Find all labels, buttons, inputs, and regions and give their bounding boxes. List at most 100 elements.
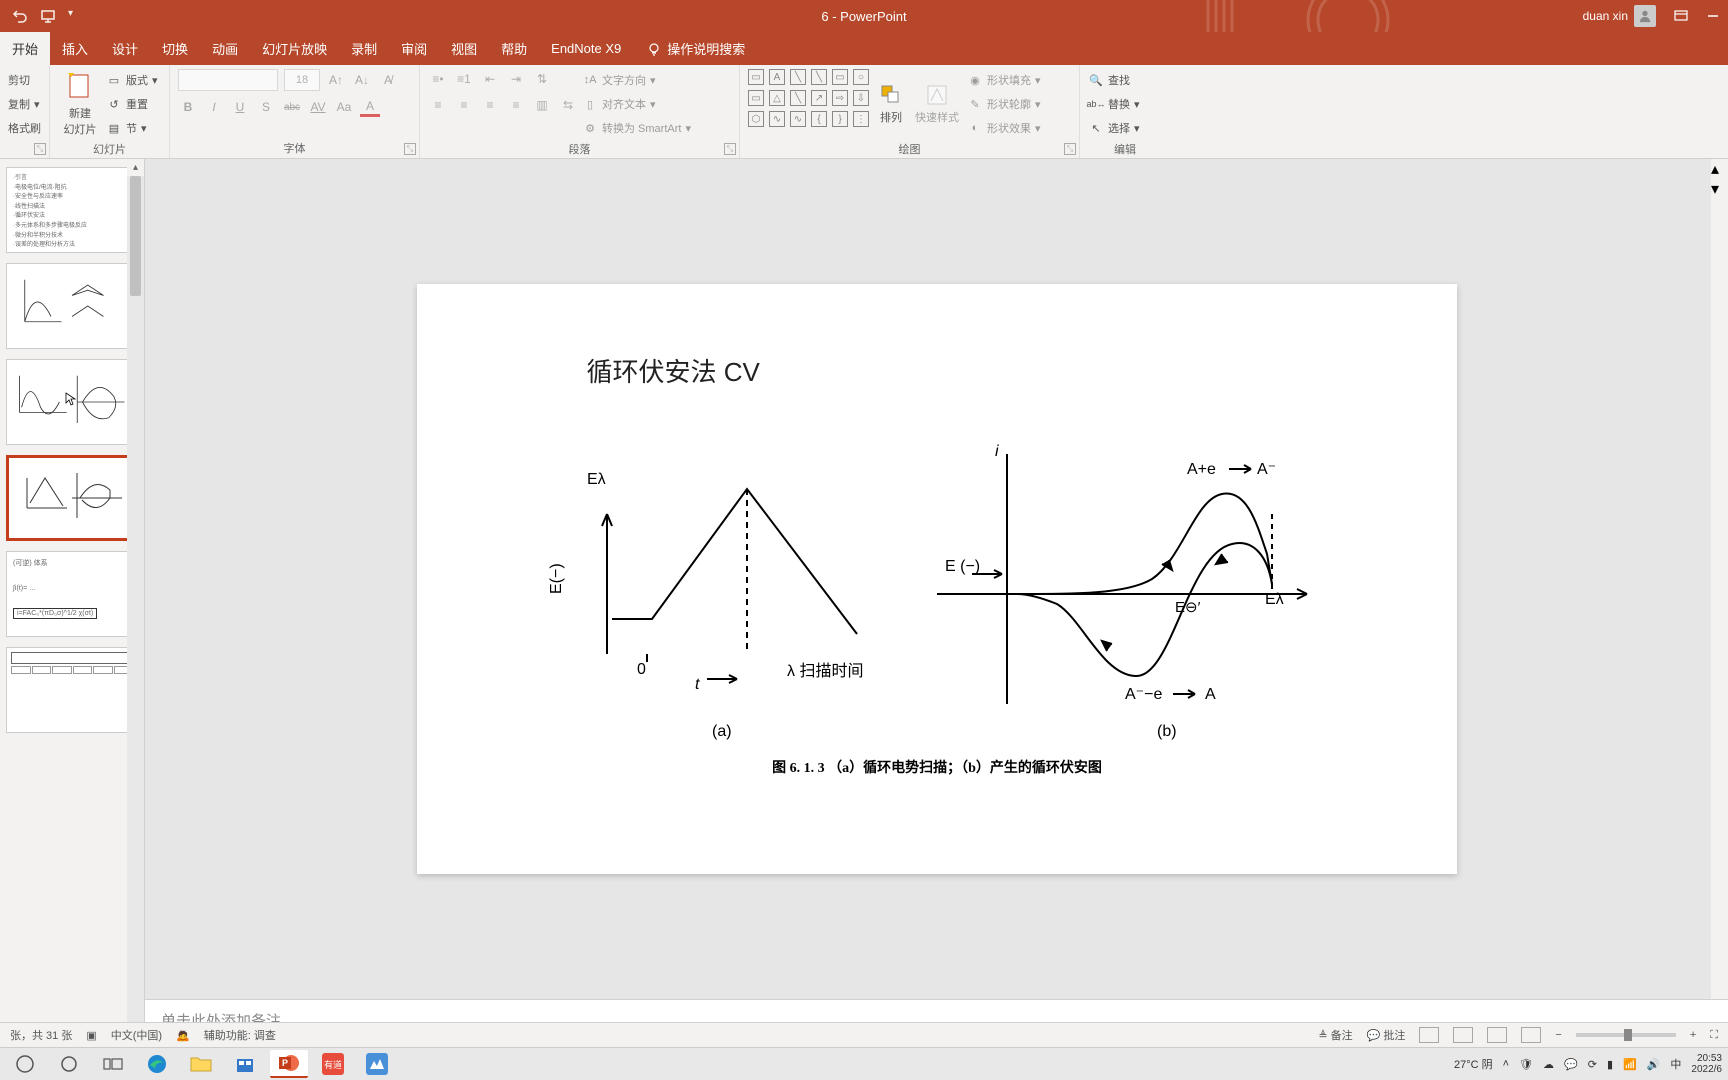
replace-button[interactable]: ab↔替换 ▾ — [1088, 93, 1162, 115]
new-slide-button[interactable]: 新建 幻灯片 — [58, 69, 102, 139]
font-launcher-icon[interactable]: ⤡ — [404, 143, 416, 155]
qat-more-icon[interactable]: ▾ — [68, 8, 84, 24]
weather-widget[interactable]: 27°C 阴 — [1454, 1056, 1493, 1072]
minimize-icon[interactable] — [1706, 9, 1720, 23]
font-name-input[interactable] — [178, 69, 278, 91]
tab-insert[interactable]: 插入 — [50, 32, 100, 65]
youdao-icon[interactable]: 有道 — [314, 1050, 352, 1078]
editor-scrollbar[interactable]: ▴ ▾ — [1711, 159, 1728, 999]
text-direction-button[interactable]: ↕A文字方向 ▾ — [582, 69, 691, 91]
thumbnail-slide[interactable] — [6, 647, 138, 733]
underline-button[interactable]: U — [230, 97, 250, 117]
tab-design[interactable]: 设计 — [100, 32, 150, 65]
thumbnail-slide[interactable]: ·引言·电极电位/电流·阻抗·安全性与反应速率·线性扫描法·循环伏安法·多元体系… — [6, 167, 138, 253]
zoom-in-icon[interactable]: + — [1690, 1029, 1696, 1041]
clock[interactable]: 20:53 2022/6 — [1691, 1053, 1722, 1075]
tab-record[interactable]: 录制 — [339, 32, 389, 65]
increase-font-icon[interactable]: A↑ — [326, 70, 346, 90]
font-color-button[interactable]: A — [360, 97, 380, 117]
tell-me-search[interactable]: 操作说明搜索 — [633, 32, 759, 65]
start-button[interactable] — [6, 1050, 44, 1078]
tray-ime-icon[interactable]: 中 — [1670, 1056, 1681, 1072]
indent-icon[interactable]: ⇥ — [506, 69, 526, 89]
text-dir-icon[interactable]: ⇆ — [558, 95, 578, 115]
powerpoint-icon[interactable]: P — [270, 1050, 308, 1078]
reset-button[interactable]: ↺重置 — [106, 93, 158, 115]
presentation-icon[interactable] — [40, 8, 56, 24]
cortana-icon[interactable] — [50, 1050, 88, 1078]
tray-chevron-icon[interactable]: ˄ — [1503, 1058, 1509, 1070]
tab-animations[interactable]: 动画 — [200, 32, 250, 65]
columns-icon[interactable]: ▥ — [532, 95, 552, 115]
align-right-icon[interactable]: ≡ — [480, 95, 500, 115]
italic-button[interactable]: I — [204, 97, 224, 117]
char-spacing-button[interactable]: AV — [308, 97, 328, 117]
tray-security-icon[interactable]: 🛡 — [1519, 1058, 1533, 1071]
copy-button[interactable]: 复制 ▾ — [8, 93, 41, 115]
clipboard-launcher-icon[interactable]: ⤡ — [34, 143, 46, 155]
format-painter-button[interactable]: 格式刷 — [8, 117, 41, 139]
scroll-down-icon[interactable]: ▾ — [1711, 179, 1728, 199]
tray-meet-icon[interactable]: 💬 — [1564, 1058, 1578, 1071]
scroll-up-icon[interactable]: ▴ — [1711, 159, 1728, 179]
thumbnail-slide-selected[interactable] — [6, 455, 138, 541]
reading-view-icon[interactable] — [1487, 1027, 1507, 1043]
fit-window-icon[interactable]: ⛶ — [1710, 1029, 1718, 1042]
tab-view[interactable]: 视图 — [439, 32, 489, 65]
strike-button[interactable]: abc — [282, 97, 302, 117]
shape-effects-button[interactable]: ◐形状效果 ▾ — [967, 117, 1041, 139]
tab-home[interactable]: 开始 — [0, 32, 50, 65]
comments-toggle[interactable]: 💬 批注 — [1367, 1027, 1406, 1043]
clear-format-icon[interactable]: A̸ — [378, 70, 398, 90]
ribbon-display-icon[interactable] — [1674, 9, 1688, 23]
user-account[interactable]: duan xin — [1583, 5, 1656, 27]
find-button[interactable]: 🔍查找 — [1088, 69, 1162, 91]
tray-volume-icon[interactable]: 🔊 — [1647, 1058, 1661, 1071]
smartart-button[interactable]: ⚙转换为 SmartArt ▾ — [582, 117, 691, 139]
thumbnail-slide[interactable]: (可逆) 体系∫i(t)= …i=FAC₀*(πD₀σ)^1/2 χ(σt) — [6, 551, 138, 637]
shadow-button[interactable]: S — [256, 97, 276, 117]
bullets-icon[interactable]: ≡• — [428, 69, 448, 89]
change-case-button[interactable]: Aa — [334, 97, 354, 117]
cut-button[interactable]: 剪切 — [8, 69, 41, 91]
justify-icon[interactable]: ≡ — [506, 95, 526, 115]
arrange-button[interactable]: 排列 — [875, 69, 907, 139]
line-spacing-icon[interactable]: ⇅ — [532, 69, 552, 89]
font-size-input[interactable] — [284, 69, 320, 91]
notes-toggle[interactable]: ≜ 备注 — [1318, 1027, 1352, 1043]
zoom-slider[interactable] — [1576, 1033, 1676, 1037]
shape-rect-icon[interactable]: ▭ — [748, 69, 764, 85]
language-indicator[interactable]: 中文(中国) — [111, 1027, 162, 1043]
tab-review[interactable]: 审阅 — [389, 32, 439, 65]
shape-outline-button[interactable]: ✎形状轮廓 ▾ — [967, 93, 1041, 115]
align-left-icon[interactable]: ≡ — [428, 95, 448, 115]
accessibility-icon[interactable]: 🙇 — [176, 1029, 190, 1042]
decrease-font-icon[interactable]: A↓ — [352, 70, 372, 90]
select-button[interactable]: ↖选择 ▾ — [1088, 117, 1162, 139]
paragraph-launcher-icon[interactable]: ⤡ — [724, 143, 736, 155]
edge-icon[interactable] — [138, 1050, 176, 1078]
sorter-view-icon[interactable] — [1453, 1027, 1473, 1043]
tray-battery-icon[interactable]: ▮ — [1607, 1058, 1613, 1071]
bold-button[interactable]: B — [178, 97, 198, 117]
tray-wifi-icon[interactable]: 📶 — [1623, 1058, 1637, 1071]
quick-styles-button[interactable]: 快速样式 — [911, 69, 963, 139]
tab-help[interactable]: 帮助 — [489, 32, 539, 65]
thumbnail-slide[interactable] — [6, 359, 138, 445]
zoom-handle[interactable] — [1624, 1029, 1632, 1041]
explorer-icon[interactable] — [182, 1050, 220, 1078]
slide-canvas-area[interactable]: 循环伏安法 CV — [145, 159, 1728, 999]
align-text-button[interactable]: ▯对齐文本 ▾ — [582, 93, 691, 115]
store-icon[interactable] — [226, 1050, 264, 1078]
undo-icon[interactable] — [12, 8, 28, 24]
tab-transitions[interactable]: 切换 — [150, 32, 200, 65]
thumbnail-slide[interactable] — [6, 263, 138, 349]
drawing-launcher-icon[interactable]: ⤡ — [1064, 143, 1076, 155]
thumbnails-scrollbar[interactable]: ▴ ▾ — [127, 159, 144, 1047]
spellcheck-icon[interactable]: ▣ — [86, 1029, 96, 1042]
shape-text-icon[interactable]: A — [769, 69, 785, 85]
align-center-icon[interactable]: ≡ — [454, 95, 474, 115]
scroll-track[interactable] — [127, 176, 144, 1030]
task-view-icon[interactable] — [94, 1050, 132, 1078]
tab-slideshow[interactable]: 幻灯片放映 — [250, 32, 339, 65]
